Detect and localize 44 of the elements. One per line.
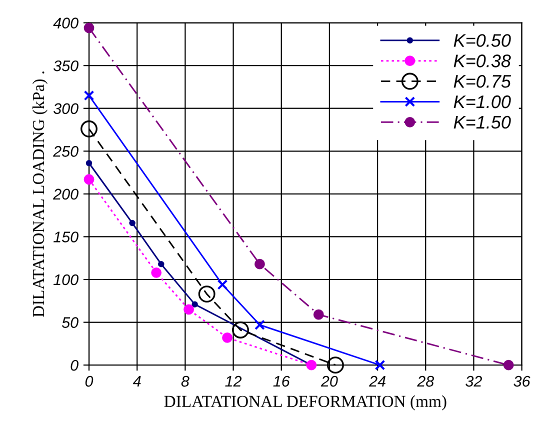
point (217, 279, 228, 290)
y-tick-label: 150 (54, 232, 78, 242)
point (232, 322, 249, 338)
point (198, 286, 216, 303)
y-tick-label: 0 (70, 360, 78, 371)
y-tick-label: 300 (53, 103, 78, 114)
point (129, 220, 136, 226)
legend-label: K=0.75 (454, 74, 512, 88)
point (158, 260, 164, 268)
point (192, 301, 198, 308)
legend-label: K=1.50 (454, 116, 511, 129)
x-tick-label: 32 (466, 376, 482, 387)
x-tick-label: 0 (85, 376, 94, 387)
point (184, 304, 194, 315)
point (151, 267, 162, 278)
x-tick-label: 28 (417, 376, 434, 387)
x-axis-title: DILATATIONAL DEFORMATION (mm) (164, 395, 446, 410)
point (326, 356, 344, 374)
x-tick-label: 20 (320, 376, 338, 387)
legend-label: K=0.38 (454, 54, 511, 68)
x-tick-label: 24 (368, 376, 386, 387)
y-tick-label: 50 (62, 317, 78, 328)
y-tick-label: 250 (53, 146, 78, 157)
point (254, 258, 265, 270)
x-tick-label: 8 (181, 376, 190, 387)
y-axis-title: DILATATIONAL LOADING (kPa) . (32, 72, 48, 317)
x-tick-label: 4 (132, 376, 141, 387)
y-tick-label: 400 (53, 18, 78, 28)
legend-label: K=0.50 (454, 34, 511, 47)
y-tick-label: 200 (53, 188, 78, 200)
point (313, 309, 324, 320)
legend-label: K=1.00 (454, 95, 511, 108)
point (222, 332, 232, 343)
point (254, 320, 265, 330)
point (84, 174, 94, 185)
x-tick-label: 36 (514, 376, 530, 387)
y-tick-label: 100 (54, 274, 78, 286)
x-tick-label: 16 (273, 376, 290, 387)
y-tick-label: 350 (53, 60, 78, 72)
point (86, 160, 92, 166)
x-tick-label: 12 (225, 376, 242, 387)
point (84, 90, 94, 101)
point (503, 360, 514, 370)
point (80, 120, 98, 138)
